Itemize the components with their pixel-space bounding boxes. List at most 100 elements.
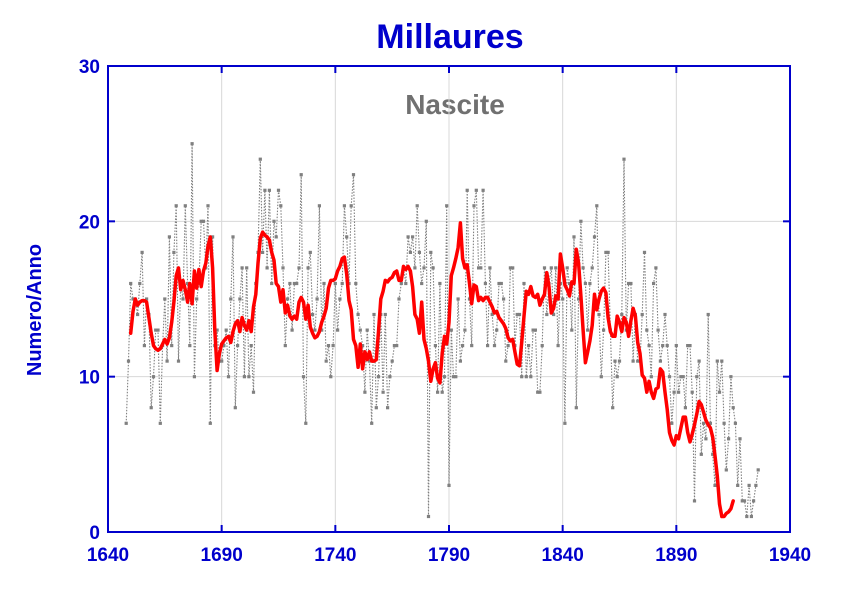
raw-data-point — [695, 375, 699, 379]
raw-data-point — [677, 390, 681, 394]
raw-data-point — [431, 266, 435, 270]
raw-data-point — [440, 390, 444, 394]
raw-data-point — [140, 250, 144, 254]
raw-data-point — [199, 219, 203, 223]
raw-data-point — [606, 250, 610, 254]
raw-data-point — [622, 157, 626, 161]
raw-data-point — [640, 312, 644, 317]
raw-data-point — [265, 266, 269, 270]
raw-data-point — [674, 344, 678, 348]
raw-data-point — [272, 219, 276, 223]
raw-data-point — [186, 281, 190, 286]
raw-data-point — [297, 266, 301, 270]
raw-data-point — [688, 344, 692, 348]
raw-data-point — [529, 375, 533, 379]
raw-data-point — [333, 281, 337, 286]
raw-data-point — [136, 312, 140, 317]
raw-data-point — [474, 188, 478, 192]
raw-data-point — [481, 188, 485, 192]
raw-data-point — [374, 406, 378, 410]
raw-data-point — [417, 250, 421, 254]
raw-data-point — [463, 328, 467, 332]
raw-data-point — [699, 452, 703, 456]
raw-data-point — [324, 359, 328, 363]
raw-data-point — [597, 312, 601, 317]
raw-data-point — [506, 344, 510, 348]
raw-data-point — [552, 312, 556, 317]
raw-data-point — [472, 204, 476, 208]
raw-data-point — [454, 375, 458, 379]
raw-data-point — [499, 281, 503, 286]
raw-data-point — [274, 235, 278, 239]
raw-data-point — [565, 266, 569, 270]
raw-data-point — [665, 344, 669, 348]
raw-data-point — [363, 390, 367, 394]
raw-data-point — [167, 235, 171, 239]
raw-data-point — [145, 297, 149, 301]
raw-data-point — [397, 297, 401, 301]
raw-data-point — [236, 344, 240, 348]
raw-data-point — [251, 390, 256, 394]
raw-data-point — [545, 312, 549, 317]
raw-data-point — [722, 421, 726, 425]
raw-data-point — [574, 406, 578, 410]
raw-data-point — [320, 328, 324, 332]
raw-data-point — [356, 312, 360, 317]
raw-data-point — [556, 344, 560, 348]
y-tick-label: 0 — [89, 523, 100, 544]
raw-data-point — [201, 219, 206, 223]
raw-data-point — [733, 421, 737, 425]
raw-data-point — [647, 344, 651, 348]
raw-data-point — [586, 328, 590, 332]
smoothed-series-line — [128, 221, 735, 519]
raw-data-point — [399, 281, 403, 286]
raw-data-point — [617, 359, 622, 363]
raw-data-point — [724, 468, 728, 472]
raw-data-point — [538, 390, 542, 394]
raw-data-point — [536, 390, 540, 394]
raw-data-point — [517, 312, 522, 317]
x-tick-label: 1840 — [542, 545, 584, 566]
raw-data-point — [486, 344, 490, 348]
raw-data-point — [183, 204, 187, 208]
raw-data-point — [354, 281, 358, 286]
raw-data-point — [283, 344, 287, 348]
x-tick-label: 1640 — [87, 545, 129, 566]
raw-data-point — [561, 297, 565, 301]
raw-data-point — [229, 297, 233, 301]
raw-data-point — [502, 297, 506, 301]
raw-data-point — [740, 499, 744, 503]
raw-data-point — [386, 406, 390, 410]
raw-data-point — [438, 281, 442, 286]
raw-data-point — [540, 344, 544, 348]
raw-data-point — [281, 266, 285, 270]
raw-data-point — [240, 266, 244, 270]
raw-data-point — [429, 250, 433, 254]
smoothed-series — [128, 221, 735, 519]
raw-data-point — [642, 250, 647, 254]
raw-data-point — [345, 235, 349, 239]
raw-data-point — [424, 219, 428, 223]
raw-data-point — [533, 328, 537, 332]
raw-data-point — [224, 328, 228, 332]
raw-data-point — [570, 328, 574, 332]
raw-data-point — [154, 328, 158, 332]
raw-data-point — [563, 421, 567, 425]
raw-data-point — [477, 266, 481, 270]
raw-data-point — [392, 344, 396, 348]
raw-data-point — [158, 421, 162, 425]
raw-data-point — [290, 328, 294, 332]
raw-data-point — [222, 344, 226, 348]
raw-data-point — [286, 297, 290, 301]
raw-data-point — [611, 406, 615, 410]
raw-data-point — [370, 421, 374, 425]
raw-data-point — [270, 281, 274, 286]
x-tick-label: 1690 — [201, 545, 243, 566]
raw-data-point — [422, 266, 426, 270]
raw-data-point — [604, 250, 608, 254]
raw-data-point — [174, 204, 178, 208]
raw-data-point — [592, 235, 597, 239]
raw-data-point — [404, 281, 408, 286]
raw-data-point — [458, 359, 462, 363]
raw-data-point — [336, 328, 340, 332]
